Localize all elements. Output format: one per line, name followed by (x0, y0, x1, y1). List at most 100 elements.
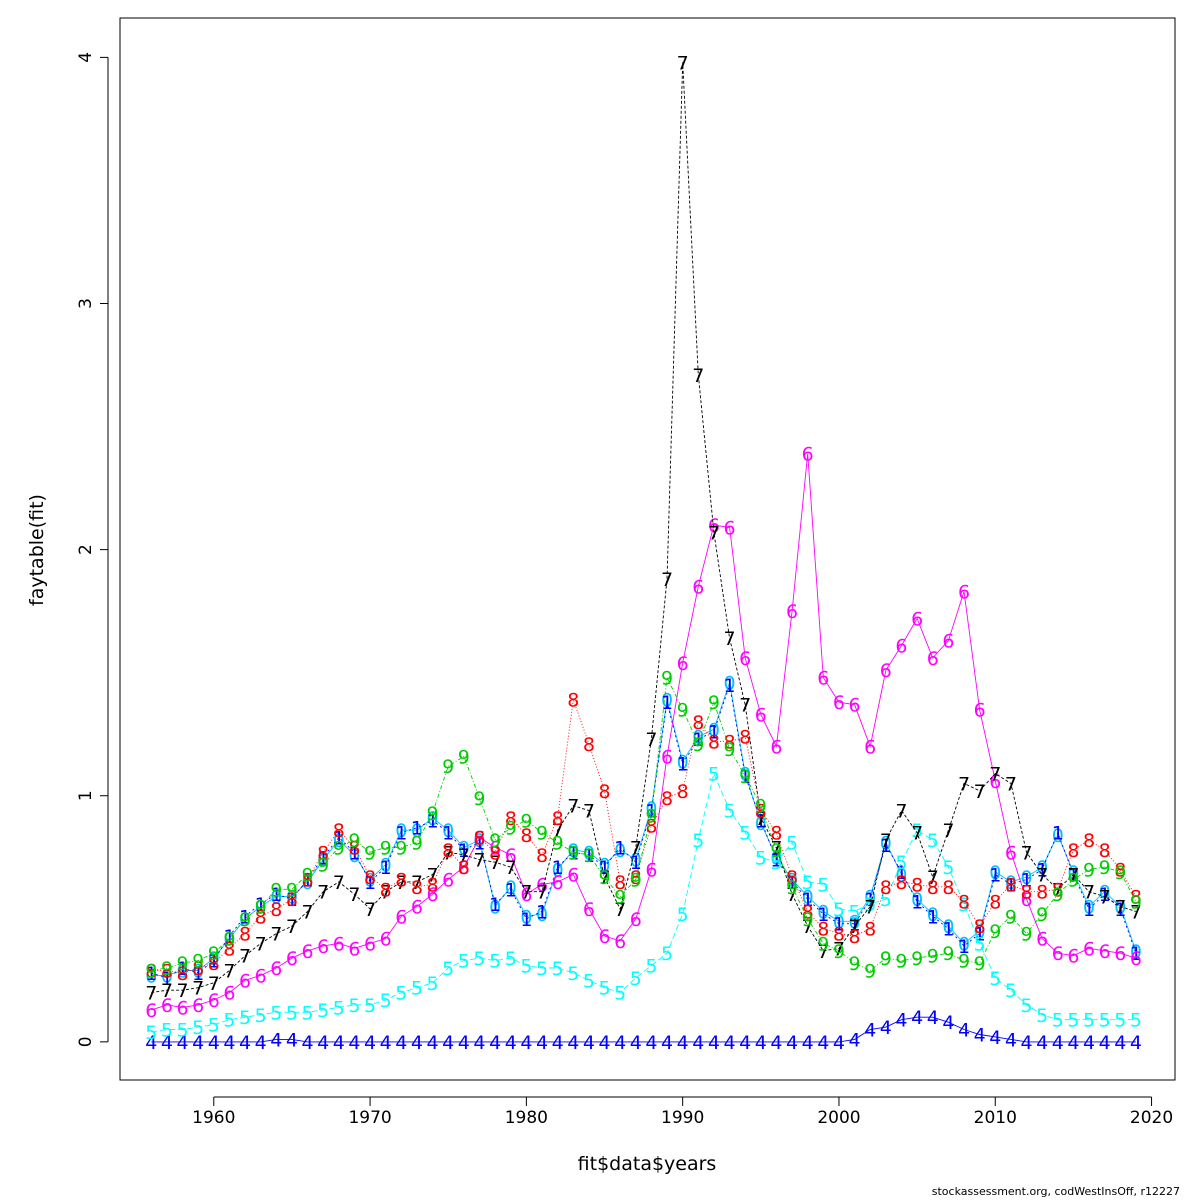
data-point: 1 (302, 869, 314, 891)
data-point: 6 (520, 884, 532, 906)
data-point: 4 (255, 1032, 267, 1054)
data-point: 5 (505, 948, 517, 970)
data-point: 0 (286, 887, 298, 909)
data-point: 7 (395, 872, 407, 894)
data-point: 8 (802, 901, 814, 923)
data-point: 7 (817, 941, 829, 963)
data-point: 4 (739, 1032, 751, 1054)
data-point: 8 (395, 869, 407, 891)
data-point: 1 (817, 904, 829, 926)
data-point: 7 (505, 857, 517, 879)
data-point: 5 (161, 1020, 173, 1042)
data-point: 4 (942, 1012, 954, 1034)
data-point: 0 (176, 960, 188, 982)
data-point: 9 (724, 739, 736, 761)
data-point: 9 (1036, 904, 1048, 926)
data-point: 9 (614, 887, 626, 909)
data-point: 7 (1083, 882, 1095, 904)
data-point: 7 (286, 916, 298, 938)
x-tick-label: 2020 (1130, 1108, 1173, 1128)
data-point: 9 (770, 840, 782, 862)
data-point: 7 (1052, 879, 1064, 901)
data-point: 1 (974, 924, 986, 946)
data-point: 0 (708, 719, 720, 741)
data-point: 1 (1067, 864, 1079, 886)
data-point: 7 (1005, 773, 1017, 795)
data-point: 8 (239, 924, 251, 946)
data-point: 4 (802, 1032, 814, 1054)
data-point: 9 (911, 948, 923, 970)
x-tick-label: 1980 (505, 1108, 548, 1128)
data-point: 0 (911, 889, 923, 911)
data-point: 0 (302, 872, 314, 894)
data-point: 1 (802, 889, 814, 911)
data-point: 9 (239, 909, 251, 931)
data-point: 0 (1067, 862, 1079, 884)
data-point: 0 (661, 690, 673, 712)
data-point: 1 (145, 963, 157, 985)
data-point: 8 (786, 867, 798, 889)
data-point: 5 (348, 995, 360, 1017)
data-point: 1 (192, 963, 204, 985)
data-point: 9 (208, 943, 220, 965)
data-point: 6 (302, 941, 314, 963)
data-point: 1 (520, 909, 532, 931)
data-point: 4 (864, 1020, 876, 1042)
data-point: 0 (505, 877, 517, 899)
data-point: 1 (536, 901, 548, 923)
data-point: 6 (208, 990, 220, 1012)
data-point: 6 (895, 636, 907, 658)
data-point: 9 (411, 832, 423, 854)
data-point: 4 (583, 1032, 595, 1054)
data-point: 9 (302, 864, 314, 886)
data-point: 9 (598, 867, 610, 889)
data-point: 0 (395, 820, 407, 842)
data-point: 1 (1099, 884, 1111, 906)
data-point: 4 (239, 1032, 251, 1054)
data-point: 7 (692, 365, 704, 387)
data-point: 0 (817, 901, 829, 923)
data-point: 6 (880, 660, 892, 682)
data-point: 5 (208, 1015, 220, 1037)
data-point: 8 (145, 960, 157, 982)
data-point: 1 (1130, 943, 1142, 965)
data-point: 7 (677, 52, 689, 74)
data-point: 9 (583, 845, 595, 867)
data-point: 4 (427, 1032, 439, 1054)
series-8-line (151, 699, 1137, 974)
data-point: 6 (458, 857, 470, 879)
data-point: 1 (1036, 860, 1048, 882)
data-point: 7 (1036, 864, 1048, 886)
data-point: 7 (458, 845, 470, 867)
data-point: 5 (739, 823, 751, 845)
data-point: 4 (458, 1032, 470, 1054)
data-point: 0 (942, 916, 954, 938)
data-point: 1 (489, 894, 501, 916)
data-point: 0 (333, 830, 345, 852)
data-point: 8 (505, 808, 517, 830)
data-point: 0 (692, 727, 704, 749)
data-point: 5 (302, 1002, 314, 1024)
data-point: 8 (223, 938, 235, 960)
data-point: 5 (552, 958, 564, 980)
data-point: 9 (1005, 906, 1017, 928)
data-point: 4 (411, 1032, 423, 1054)
data-point: 8 (880, 877, 892, 899)
data-point: 9 (348, 830, 360, 852)
data-point: 6 (333, 933, 345, 955)
data-point: 5 (223, 1010, 235, 1032)
data-point: 8 (974, 916, 986, 938)
data-point: 6 (411, 896, 423, 918)
data-point: 7 (661, 569, 673, 591)
data-point: 4 (817, 1032, 829, 1054)
data-point: 0 (802, 887, 814, 909)
data-point: 4 (849, 1029, 861, 1051)
data-point: 8 (1114, 860, 1126, 882)
data-point: 5 (145, 1022, 157, 1044)
data-point: 7 (895, 801, 907, 823)
data-point: 7 (411, 872, 423, 894)
data-point: 9 (1020, 924, 1032, 946)
data-point: 4 (989, 1027, 1001, 1049)
data-point: 5 (614, 983, 626, 1005)
